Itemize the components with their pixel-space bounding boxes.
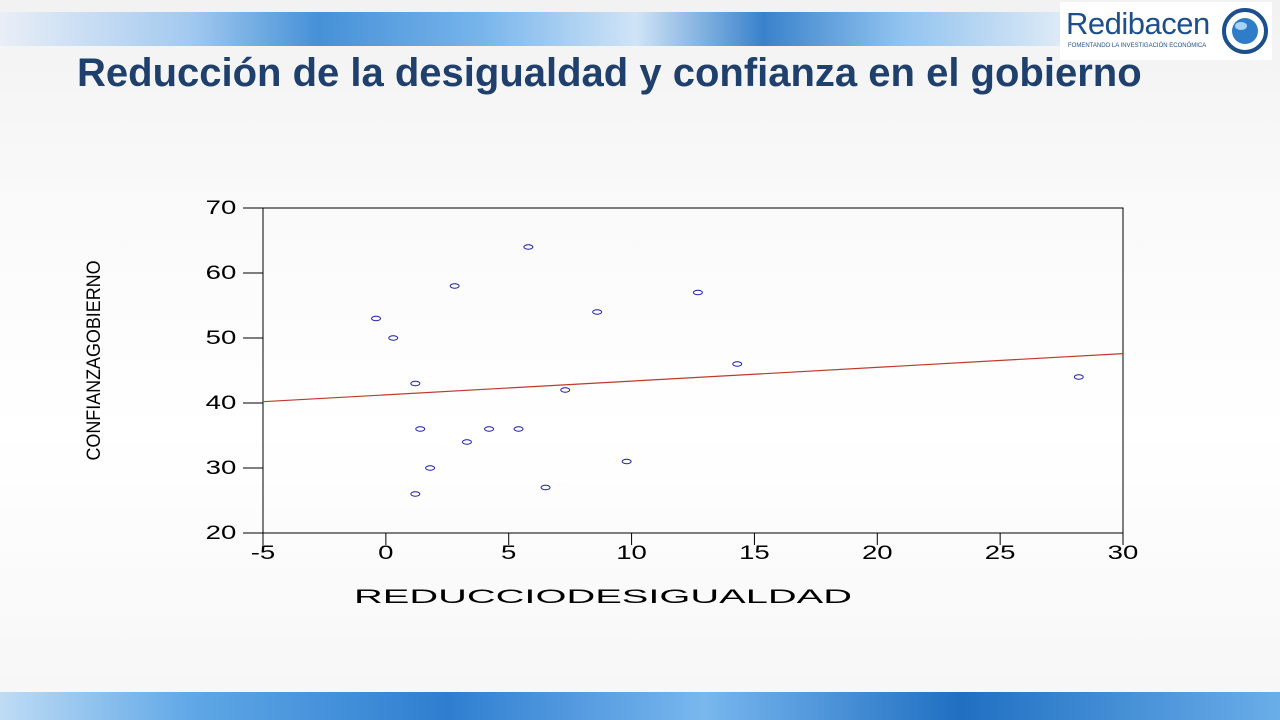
data-points (371, 244, 1084, 497)
x-axis-title: REDUCCIODESIGUALDAD (354, 587, 852, 608)
x-tick-label: 10 (616, 543, 647, 564)
y-tick-label: 40 (206, 393, 237, 414)
y-tick-label: 30 (206, 458, 237, 479)
data-point (523, 244, 534, 250)
y-axis-title: CONFIANZAGOBIERNO (84, 261, 105, 461)
x-tick-label: 20 (862, 543, 893, 564)
y-tick-label: 60 (206, 263, 237, 284)
data-point (415, 426, 426, 432)
scatter-chart: 20 30 40 50 60 70 -5 0 5 10 15 20 25 30 REDUCCIODESI… (84, 198, 1139, 608)
data-point (1073, 374, 1084, 380)
data-point (484, 426, 495, 432)
logo-name: Redibacen (1066, 6, 1210, 41)
y-axis: 20 30 40 50 60 70 (206, 198, 263, 544)
x-tick-label: -5 (251, 543, 276, 564)
x-tick-label: 5 (501, 543, 516, 564)
x-tick-label: 25 (985, 543, 1016, 564)
data-point (540, 484, 551, 491)
globe-icon (1222, 8, 1268, 54)
y-tick-label: 70 (206, 198, 237, 219)
data-point (513, 426, 524, 432)
plot-area-frame (262, 207, 1124, 534)
y-tick-label: 20 (206, 523, 237, 544)
slide-title: Reducción de la desigualdad y confianza … (77, 51, 1142, 95)
data-point (371, 315, 382, 322)
data-point (732, 361, 743, 367)
top-decorative-band (0, 12, 1060, 46)
data-point (410, 380, 421, 387)
data-point (592, 309, 603, 315)
y-tick-label: 50 (206, 328, 237, 349)
x-tick-label: 15 (739, 543, 770, 564)
x-axis: -5 0 5 10 15 20 25 30 (251, 533, 1139, 564)
data-point (449, 283, 460, 289)
regression-fit-line (262, 353, 1124, 403)
logo-tagline: FOMENTANDO LA INVESTIGACIÓN ECONÓMICA (1068, 43, 1207, 49)
data-point (410, 491, 421, 497)
bottom-decorative-band (0, 692, 1280, 720)
redibacen-logo: Redibacen FOMENTANDO LA INVESTIGACIÓN EC… (1060, 2, 1272, 60)
x-tick-label: 30 (1108, 543, 1139, 564)
data-point (692, 289, 703, 296)
data-point (425, 465, 436, 471)
data-point (621, 458, 632, 465)
data-point (388, 335, 399, 341)
data-point (461, 439, 472, 445)
data-point (560, 387, 571, 393)
x-tick-label: 0 (378, 543, 393, 564)
